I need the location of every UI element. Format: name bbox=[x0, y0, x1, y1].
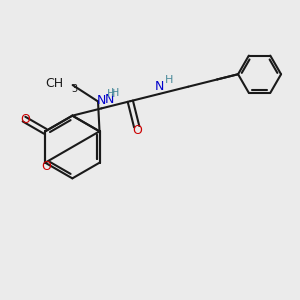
Text: 3: 3 bbox=[71, 84, 77, 94]
Text: N: N bbox=[155, 80, 165, 93]
Text: O: O bbox=[21, 113, 30, 126]
Text: H: H bbox=[107, 89, 115, 99]
Text: H: H bbox=[111, 88, 119, 98]
Text: CH: CH bbox=[46, 77, 64, 90]
Text: N: N bbox=[97, 94, 106, 107]
Text: N: N bbox=[105, 94, 114, 106]
Text: O: O bbox=[41, 160, 51, 173]
Text: O: O bbox=[132, 124, 142, 137]
Text: H: H bbox=[165, 75, 173, 85]
